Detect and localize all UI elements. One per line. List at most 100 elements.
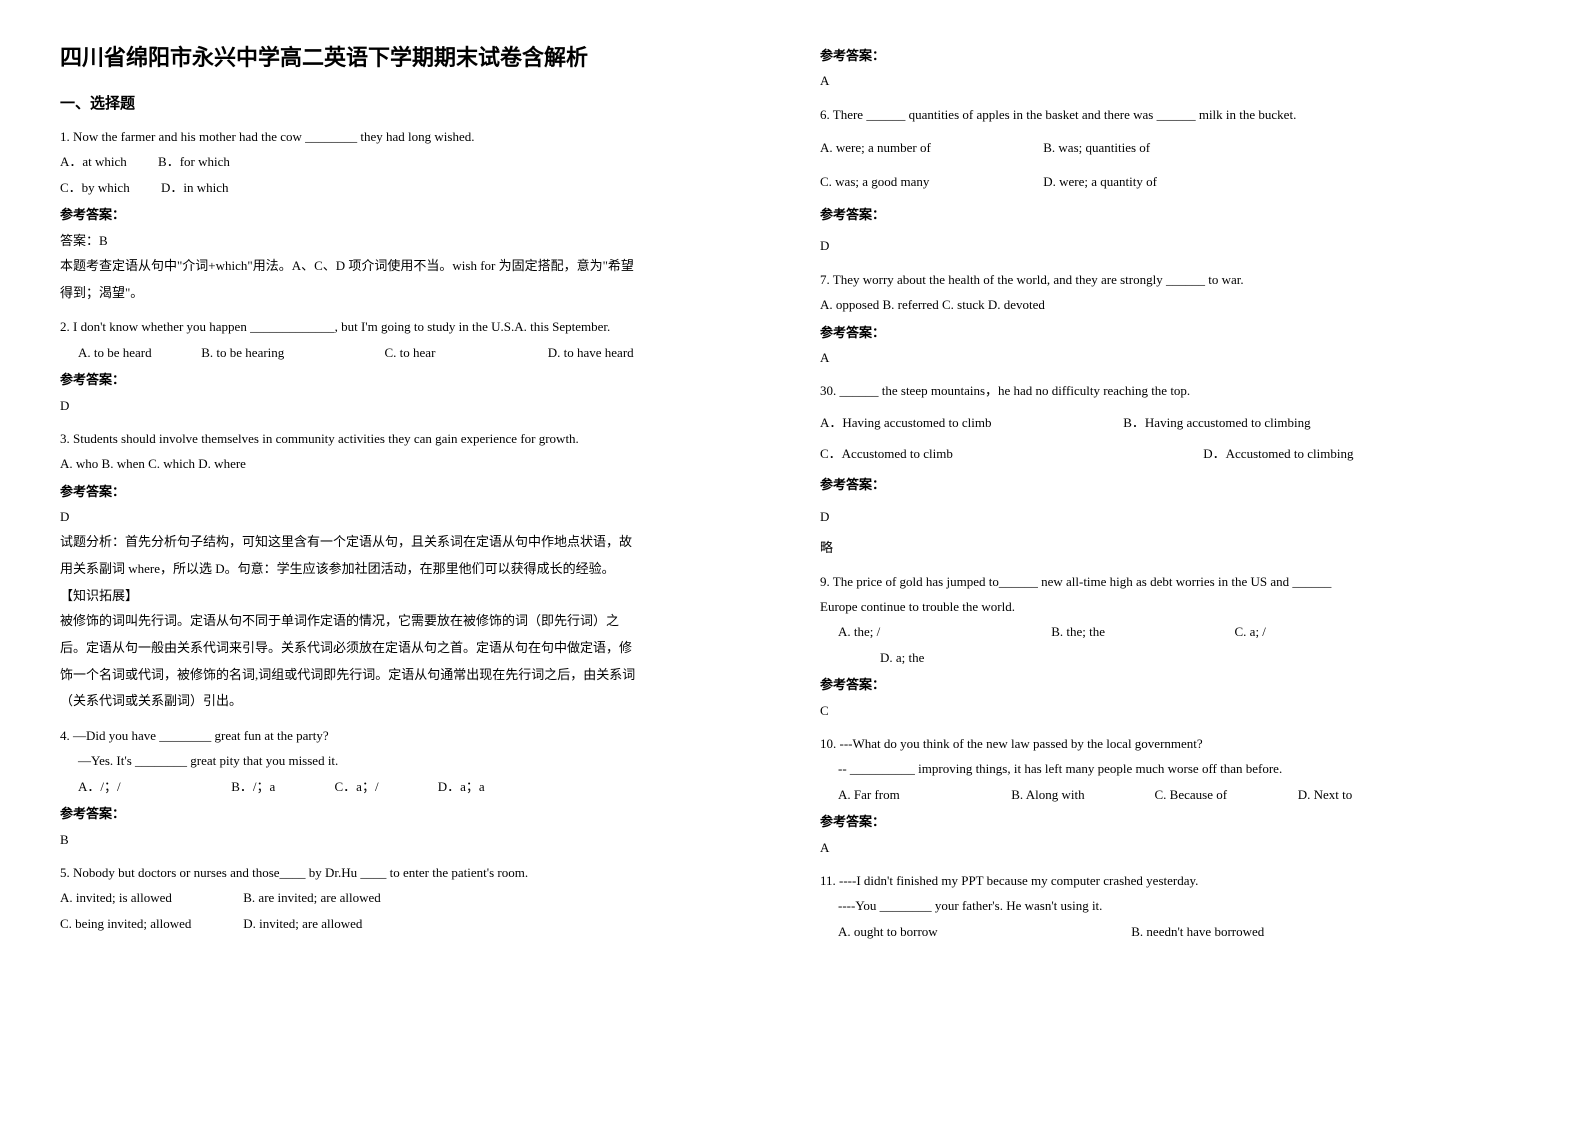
q9-line2: Europe continue to trouble the world. <box>820 595 1520 618</box>
q3-answer: D <box>60 505 760 528</box>
q7-answer: A <box>820 346 1520 369</box>
q10-opt-a: A. Far from <box>838 783 1008 806</box>
q11-opt-a: A. ought to borrow <box>838 920 1128 943</box>
q6-opt-c: C. was; a good many <box>820 170 1040 193</box>
q11-opts: A. ought to borrow B. needn't have borro… <box>820 920 1520 943</box>
section-heading: 一、选择题 <box>60 92 760 113</box>
q4-opt-b: B．/；a <box>231 775 331 798</box>
answer-label: 参考答案： <box>820 203 1520 226</box>
question-7: 7. They worry about the health of the wo… <box>820 268 1520 370</box>
question-4: 4. —Did you have ________ great fun at t… <box>60 724 760 851</box>
q5-opt-b: B. are invited; are allowed <box>243 890 381 905</box>
q4-line2: —Yes. It's ________ great pity that you … <box>60 749 760 772</box>
left-column: 四川省绵阳市永兴中学高二英语下学期期末试卷含解析 一、选择题 1. Now th… <box>60 40 760 953</box>
q2-opts: A. to be heard B. to be hearing C. to he… <box>60 341 760 364</box>
q1-answer: 答案：B <box>60 229 760 252</box>
q4-opt-a: A．/；/ <box>78 775 228 798</box>
q2-opt-b: B. to be hearing <box>201 341 381 364</box>
q10-line2: -- __________ improving things, it has l… <box>820 757 1520 780</box>
answer-label: 参考答案： <box>820 321 1520 344</box>
document-title: 四川省绵阳市永兴中学高二英语下学期期末试卷含解析 <box>60 40 760 72</box>
q4-line1: 4. —Did you have ________ great fun at t… <box>60 724 760 747</box>
q10-line1: 10. ---What do you think of the new law … <box>820 732 1520 755</box>
q8-opts-row1: A．Having accustomed to climb B．Having ac… <box>820 411 1520 434</box>
q1-stem: 1. Now the farmer and his mother had the… <box>60 125 760 148</box>
q2-opt-a: A. to be heard <box>78 341 198 364</box>
question-1: 1. Now the farmer and his mother had the… <box>60 125 760 305</box>
q11-line1: 11. ----I didn't finished my PPT because… <box>820 869 1520 892</box>
answer-label: 参考答案： <box>820 44 1520 67</box>
q7-stem: 7. They worry about the health of the wo… <box>820 268 1520 291</box>
q2-opt-d: D. to have heard <box>548 345 634 360</box>
q5-opts-row1: A. invited; is allowed B. are invited; a… <box>60 886 760 909</box>
q3-kz-4: （关系代词或关系副词）引出。 <box>60 689 760 714</box>
q4-answer: B <box>60 828 760 851</box>
q8-opt-c: C．Accustomed to climb <box>820 442 1200 465</box>
q4-opt-c: C．a；/ <box>335 775 435 798</box>
q5-opts-row2: C. being invited; allowed D. invited; ar… <box>60 912 760 935</box>
q1-opt-c: C．by which <box>60 176 130 199</box>
q9-opt-a: A. the; / <box>838 620 1048 643</box>
q8-opts-row2: C．Accustomed to climb D．Accustomed to cl… <box>820 442 1520 465</box>
q10-opt-c: C. Because of <box>1155 783 1295 806</box>
q9-opts-row1: A. the; / B. the; the C. a; / <box>820 620 1520 643</box>
q10-opt-d: D. Next to <box>1298 787 1353 802</box>
q1-opts-row2: C．by which D．in which <box>60 176 760 199</box>
q8-answer: D <box>820 505 1520 528</box>
q8-opt-a: A．Having accustomed to climb <box>820 411 1120 434</box>
q3-stem: 3. Students should involve themselves in… <box>60 427 760 450</box>
q11-opt-b: B. needn't have borrowed <box>1131 924 1264 939</box>
q1-opt-a: A．at which <box>60 150 127 173</box>
q6-opts-row1: A. were; a number of B. was; quantities … <box>820 136 1520 159</box>
question-5: 5. Nobody but doctors or nurses and thos… <box>60 861 760 935</box>
q9-opt-d: D. a; the <box>820 646 1520 669</box>
page-container: 四川省绵阳市永兴中学高二英语下学期期末试卷含解析 一、选择题 1. Now th… <box>0 0 1587 993</box>
q3-explain-1: 试题分析：首先分析句子结构，可知这里含有一个定语从句，且关系词在定语从句中作地点… <box>60 530 760 555</box>
q6-stem: 6. There ______ quantities of apples in … <box>820 103 1520 126</box>
question-6: 6. There ______ quantities of apples in … <box>820 103 1520 258</box>
q10-answer: A <box>820 836 1520 859</box>
q7-opts: A. opposed B. referred C. stuck D. devot… <box>820 293 1520 316</box>
answer-label: 参考答案： <box>60 203 760 226</box>
q6-opt-d: D. were; a quantity of <box>1043 174 1157 189</box>
question-9: 9. The price of gold has jumped to______… <box>820 570 1520 722</box>
answer-label: 参考答案： <box>820 810 1520 833</box>
q3-opts: A. who B. when C. which D. where <box>60 452 760 475</box>
question-3: 3. Students should involve themselves in… <box>60 427 760 714</box>
question-8: 30. ______ the steep mountains，he had no… <box>820 379 1520 559</box>
q5-opt-a: A. invited; is allowed <box>60 886 240 909</box>
q11-line2: ----You ________ your father's. He wasn'… <box>820 894 1520 917</box>
q2-opt-c: C. to hear <box>385 341 545 364</box>
q3-kz-3: 饰一个名词或代词，被修饰的名词,词组或代词即先行词。定语从句通常出现在先行词之后… <box>60 663 760 688</box>
answer-label: 参考答案： <box>820 473 1520 496</box>
q1-explain-1: 本题考查定语从句中"介词+which"用法。A、C、D 项介词使用不当。wish… <box>60 254 760 279</box>
q5-answer: A <box>820 69 1520 92</box>
q8-stem: 30. ______ the steep mountains，he had no… <box>820 379 1520 402</box>
q1-opt-b: B．for which <box>158 150 230 173</box>
q3-kz-2: 后。定语从句一般由关系代词来引导。关系代词必须放在定语从句之首。定语从句在句中做… <box>60 636 760 661</box>
question-5-answer: 参考答案： A <box>820 44 1520 93</box>
q8-extra: 略 <box>820 536 1520 559</box>
q5-stem: 5. Nobody but doctors or nurses and thos… <box>60 861 760 884</box>
answer-label: 参考答案： <box>60 480 760 503</box>
q6-opts-row2: C. was; a good many D. were; a quantity … <box>820 170 1520 193</box>
q9-line1: 9. The price of gold has jumped to______… <box>820 570 1520 593</box>
q5-opt-d: D. invited; are allowed <box>243 916 362 931</box>
q3-explain-2: 用关系副词 where，所以选 D。句意：学生应该参加社团活动，在那里他们可以获… <box>60 557 760 582</box>
q2-answer: D <box>60 394 760 417</box>
answer-label: 参考答案： <box>60 368 760 391</box>
answer-label: 参考答案： <box>60 802 760 825</box>
knowledge-label: 【知识拓展】 <box>60 584 760 607</box>
q6-opt-b: B. was; quantities of <box>1043 140 1150 155</box>
q5-opt-c: C. being invited; allowed <box>60 912 240 935</box>
right-column: 参考答案： A 6. There ______ quantities of ap… <box>820 40 1520 953</box>
q6-opt-a: A. were; a number of <box>820 136 1040 159</box>
q10-opt-b: B. Along with <box>1011 783 1151 806</box>
q1-opt-d: D．in which <box>161 176 229 199</box>
q9-opt-c: C. a; / <box>1235 624 1266 639</box>
question-2: 2. I don't know whether you happen _____… <box>60 315 760 417</box>
q6-answer: D <box>820 234 1520 257</box>
q3-kz-1: 被修饰的词叫先行词。定语从句不同于单词作定语的情况，它需要放在被修饰的词（即先行… <box>60 609 760 634</box>
q9-answer: C <box>820 699 1520 722</box>
answer-label: 参考答案： <box>820 673 1520 696</box>
